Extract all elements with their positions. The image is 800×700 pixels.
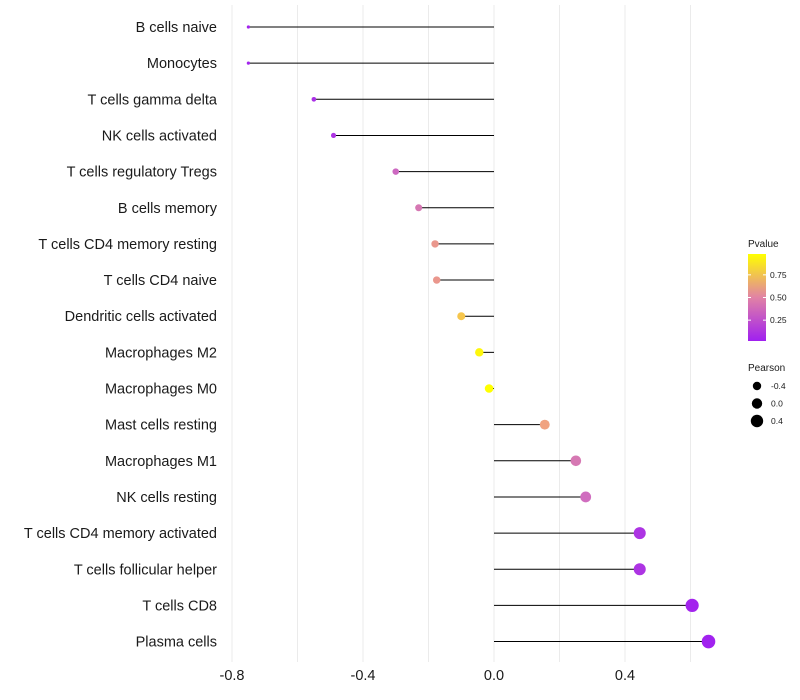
size-legend-label-0: -0.4 xyxy=(771,381,786,391)
category-label-5: B cells memory xyxy=(118,201,218,217)
x-tick-label-2: 0.0 xyxy=(484,668,504,684)
point-5 xyxy=(415,204,423,212)
x-tick-label-1: -0.4 xyxy=(351,668,376,684)
category-label-7: T cells CD4 naive xyxy=(104,273,217,289)
point-1 xyxy=(246,61,250,65)
category-label-16: T cells CD8 xyxy=(142,598,217,614)
category-label-10: Macrophages M0 xyxy=(105,382,217,398)
point-6 xyxy=(431,240,439,248)
x-tick-label-0: -0.8 xyxy=(220,668,245,684)
category-label-1: Monocytes xyxy=(147,56,217,72)
category-label-14: T cells CD4 memory activated xyxy=(24,526,217,542)
point-4 xyxy=(392,168,400,175)
category-label-13: NK cells resting xyxy=(116,490,217,506)
point-9 xyxy=(475,348,484,357)
category-label-3: NK cells activated xyxy=(102,128,217,144)
category-label-6: T cells CD4 memory resting xyxy=(38,237,217,253)
size-legend-label-1: 0.0 xyxy=(771,399,783,409)
pearson-legend-title: Pearson xyxy=(748,363,785,374)
x-tick-label-3: 0.4 xyxy=(615,668,635,684)
size-legend-dot-0 xyxy=(752,381,762,391)
pvalue-colorbar xyxy=(748,254,766,341)
lollipop-stems xyxy=(248,26,709,643)
colorbar-tick-label-1: 0.50 xyxy=(770,293,787,303)
size-legend-dot-1 xyxy=(751,398,763,409)
point-13 xyxy=(580,491,592,503)
point-15 xyxy=(633,563,646,576)
pearson-size-legend: -0.4 0.0 0.4 xyxy=(750,381,786,428)
legend: Pvalue 0.25 0.50 0.75 Pearson -0.4 0.0 0.4 xyxy=(748,239,787,428)
category-label-11: Mast cells resting xyxy=(105,418,217,434)
point-16 xyxy=(685,598,699,612)
grid-lines xyxy=(231,5,691,662)
category-label-12: Macrophages M1 xyxy=(105,454,217,470)
size-legend-label-2: 0.4 xyxy=(771,416,783,426)
colorbar-tick-label-0: 0.25 xyxy=(770,315,787,325)
category-label-8: Dendritic cells activated xyxy=(65,309,217,325)
category-label-2: T cells gamma delta xyxy=(88,92,218,108)
category-label-17: Plasma cells xyxy=(136,635,217,651)
point-11 xyxy=(539,419,550,430)
pvalue-legend-title: Pvalue xyxy=(748,239,779,250)
category-label-9: Macrophages M2 xyxy=(105,345,217,361)
point-0 xyxy=(246,25,250,29)
point-3 xyxy=(330,132,337,139)
category-label-0: B cells naive xyxy=(136,20,217,36)
point-8 xyxy=(457,312,466,321)
point-7 xyxy=(432,276,441,284)
point-2 xyxy=(311,96,317,102)
point-17 xyxy=(701,634,716,649)
y-axis-category-labels: B cells naive Monocytes T cells gamma delt… xyxy=(24,20,218,651)
x-axis-tick-labels: -0.8 -0.4 0.0 0.4 xyxy=(220,668,636,684)
lollipop-points xyxy=(246,25,716,649)
point-10 xyxy=(484,384,494,393)
point-14 xyxy=(633,527,646,540)
category-label-4: T cells regulatory Tregs xyxy=(67,165,217,181)
category-label-15: T cells follicular helper xyxy=(74,562,217,578)
size-legend-dot-2 xyxy=(750,414,764,428)
point-12 xyxy=(570,455,582,467)
colorbar-tick-label-2: 0.75 xyxy=(770,270,787,280)
pvalue-colorbar-ticks: 0.25 0.50 0.75 xyxy=(748,270,787,325)
